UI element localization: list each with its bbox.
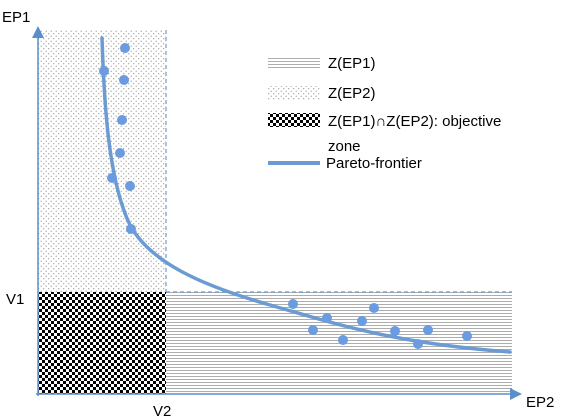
point	[369, 303, 379, 313]
point	[322, 313, 332, 323]
legend-label-ep2: Z(EP2)	[328, 85, 376, 102]
y-axis-label: EP1	[2, 9, 30, 26]
point	[115, 148, 125, 158]
legend-label-ep1: Z(EP1)	[328, 55, 376, 72]
objective-zone-region	[38, 292, 166, 394]
legend-label-objective-cont: zone	[328, 138, 361, 155]
pareto-frontier-curve	[100, 36, 512, 354]
legend-label-objective: Z(EP1)∩Z(EP2): objective	[328, 113, 501, 130]
point	[308, 325, 318, 335]
v1-label: V1	[6, 291, 24, 308]
point	[357, 316, 367, 326]
point	[117, 115, 127, 125]
legend-label-frontier: Pareto-frontier	[326, 155, 422, 172]
legend-swatch-ep1	[268, 56, 320, 70]
point	[462, 331, 472, 341]
point	[99, 66, 109, 76]
legend-swatch-ep2	[268, 86, 320, 100]
point	[413, 339, 423, 349]
point	[119, 75, 129, 85]
point	[126, 224, 136, 234]
legend: Z(EP1) Z(EP2) Z(EP1)∩Z(EP2): objective z…	[268, 55, 501, 172]
point	[120, 43, 130, 53]
legend-swatch-objective	[268, 113, 320, 127]
v2-label: V2	[153, 403, 171, 420]
pareto-points	[99, 43, 472, 349]
point	[423, 325, 433, 335]
point	[107, 173, 117, 183]
x-axis-label: EP2	[526, 394, 554, 411]
point	[390, 326, 400, 336]
point	[338, 335, 348, 345]
point	[125, 181, 135, 191]
point	[288, 299, 298, 309]
